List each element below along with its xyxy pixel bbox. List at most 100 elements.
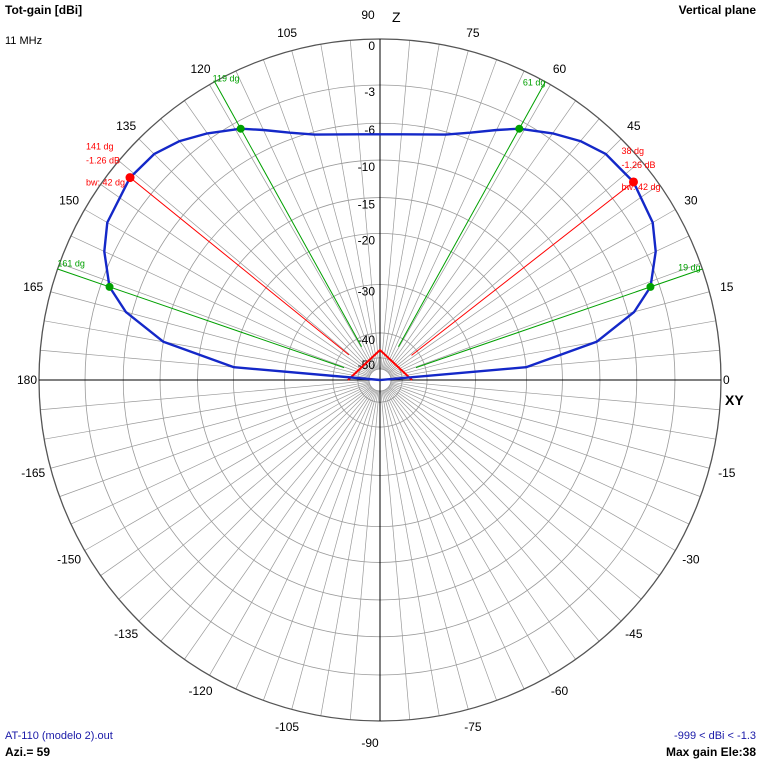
grid-spoke (320, 44, 379, 370)
max-gain-db-label: -1.26 dB (621, 160, 655, 170)
grid-spoke (389, 209, 676, 375)
ring-label: -50 (358, 358, 376, 372)
max-gain-bw-label: bw: 42 dg (621, 182, 660, 192)
grid-spoke (388, 184, 660, 374)
grid-spoke (390, 320, 716, 379)
grid-spoke (383, 390, 497, 701)
angle-label: -15 (718, 466, 736, 480)
grid-spoke (384, 70, 525, 371)
grid-spoke (118, 160, 372, 374)
grid-spoke (384, 389, 525, 690)
angle-label: 150 (59, 194, 79, 208)
angle-label: 75 (466, 26, 480, 40)
grid-spoke (291, 390, 378, 710)
angle-label: -120 (188, 684, 212, 698)
half-power-point (105, 282, 114, 291)
angle-label: 180 (17, 373, 37, 387)
grid-spoke (380, 390, 411, 720)
grid-spoke (59, 263, 370, 377)
half-power-point (515, 124, 524, 133)
grid-spoke (390, 263, 701, 377)
grid-spoke (390, 382, 710, 469)
grid-spoke (349, 390, 380, 720)
angle-label: -45 (625, 627, 643, 641)
grid-spoke (138, 138, 373, 373)
grid-spoke (383, 59, 497, 370)
axis-label-z: Z (392, 9, 401, 25)
grid-spoke (100, 184, 372, 374)
angle-label: 15 (720, 280, 734, 294)
ring-label: -6 (364, 123, 375, 137)
grid-spoke (386, 118, 600, 372)
grid-spoke (381, 390, 440, 716)
grid-spoke (70, 235, 371, 376)
half-power-label: 19 dg (678, 262, 701, 272)
angle-label: 90 (361, 8, 375, 22)
grid-spoke (386, 100, 576, 372)
grid-spoke (389, 384, 690, 525)
azimuth-readout: Azi.= 59 (5, 745, 51, 759)
angle-label: 30 (684, 194, 698, 208)
grid-spoke (160, 388, 374, 642)
angle-label: 165 (23, 280, 43, 294)
angle-label: -75 (464, 720, 482, 734)
grid-spoke (263, 390, 377, 701)
axis-label-xy: XY (725, 392, 744, 408)
grid-spoke (390, 383, 701, 497)
half-power-label: 161 dg (57, 258, 85, 268)
pattern-trace (103, 127, 657, 382)
plane-label: Vertical plane (678, 3, 756, 17)
half-power-line (397, 81, 546, 348)
grid-spoke (382, 390, 469, 710)
grid-spoke (320, 390, 379, 716)
ring-label: -30 (358, 285, 376, 299)
max-gain-point (125, 173, 135, 183)
grid-spoke (50, 382, 370, 469)
grid-spoke (390, 380, 720, 411)
grid-spoke (382, 50, 469, 370)
grid-spoke (388, 386, 642, 600)
grid-spoke (44, 381, 370, 440)
max-gain-angle-label: 141 dg (86, 142, 114, 152)
grid-spoke (138, 387, 373, 622)
grid-spoke (235, 70, 376, 371)
chart-title: Tot-gain [dBi] (5, 3, 83, 17)
angle-label: 0 (723, 373, 730, 387)
grid-spoke (387, 387, 622, 622)
grid-spoke (380, 40, 411, 370)
half-power-label: 61 dg (523, 77, 546, 87)
half-power-point (646, 282, 655, 291)
half-power-line (415, 268, 703, 369)
angle-label: -105 (275, 720, 299, 734)
grid-spoke (389, 235, 690, 376)
angle-label: -90 (361, 736, 379, 750)
angle-label: -165 (21, 466, 45, 480)
grid-spoke (184, 388, 374, 660)
grid-spoke (349, 40, 380, 370)
ring-label: -15 (358, 198, 376, 212)
grid-spoke (385, 84, 551, 371)
half-power-line (57, 268, 345, 369)
half-power-point (236, 124, 245, 133)
grid-spoke (84, 209, 371, 375)
grid-spoke (386, 388, 576, 660)
grid-spoke (385, 389, 551, 676)
half-power-line (214, 81, 363, 348)
grid-spoke (209, 84, 375, 371)
grid-spoke (386, 388, 600, 642)
grid-spoke (84, 385, 371, 551)
half-power-label: 119 dg (213, 73, 240, 83)
grid-spoke (100, 386, 372, 576)
max-gain-line (411, 179, 637, 356)
grid-spoke (387, 138, 622, 373)
angle-label: 45 (627, 119, 641, 133)
grid-spoke (59, 383, 370, 497)
angle-label: 120 (190, 62, 210, 76)
grid-spoke (50, 291, 370, 378)
grid-spoke (40, 380, 370, 411)
file-name: AT-110 (modelo 2).out (5, 730, 113, 742)
grid-spoke (263, 59, 377, 370)
angle-label: 105 (277, 26, 297, 40)
ring-label: -3 (364, 85, 375, 99)
